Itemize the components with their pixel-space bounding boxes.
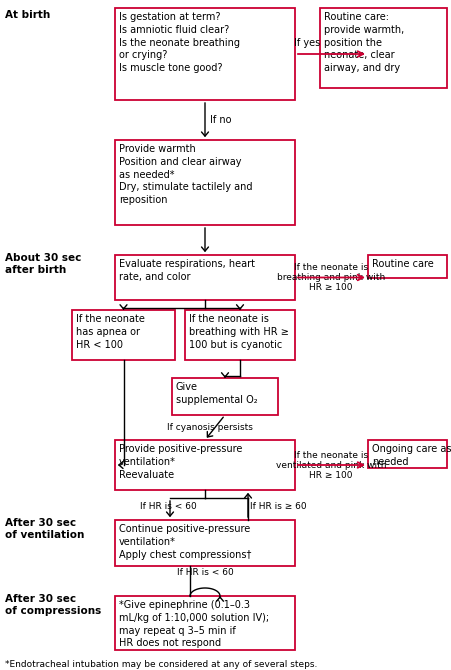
Text: If the neonate is: If the neonate is [294,451,368,460]
Text: Continue positive-pressure
ventilation*
Apply chest compressions†: Continue positive-pressure ventilation* … [119,524,251,559]
Text: ventilated and pink with: ventilated and pink with [276,461,386,470]
Bar [368,440,447,468]
Text: At birth: At birth [5,10,50,20]
Bar [368,255,447,278]
Text: HR ≥ 100: HR ≥ 100 [309,283,353,293]
Bar [115,440,295,490]
Text: About 30 sec
after birth: About 30 sec after birth [5,253,81,275]
Text: breathing and pink with: breathing and pink with [277,273,385,283]
Text: Evaluate respirations, heart
rate, and color: Evaluate respirations, heart rate, and c… [119,259,255,282]
Bar [72,310,175,360]
Text: After 30 sec
of compressions: After 30 sec of compressions [5,594,101,616]
Text: If cyanosis persists: If cyanosis persists [167,423,253,433]
Text: *Give epinephrine (0.1–0.3
mL/kg of 1:10,000 solution IV);
may repeat q 3–5 min : *Give epinephrine (0.1–0.3 mL/kg of 1:10… [119,600,269,649]
Text: Ongoing care as
needed: Ongoing care as needed [372,444,451,467]
Bar [115,8,295,100]
Text: If HR is < 60: If HR is < 60 [140,502,196,511]
Text: If HR is < 60: If HR is < 60 [177,568,233,577]
Bar [320,8,447,88]
Text: Is gestation at term?
Is amniotic fluid clear?
Is the neonate breathing
or cryin: Is gestation at term? Is amniotic fluid … [119,12,240,73]
Bar [185,310,295,360]
Text: Provide positive-pressure
ventilation*
Reevaluate: Provide positive-pressure ventilation* R… [119,444,242,480]
Bar [172,378,278,415]
Text: Provide warmth
Position and clear airway
as needed*
Dry, stimulate tactilely and: Provide warmth Position and clear airway… [119,144,253,205]
Text: Routine care: Routine care [372,259,434,269]
Text: If yes: If yes [294,38,320,48]
Text: If HR is ≥ 60: If HR is ≥ 60 [250,502,307,511]
Text: If no: If no [210,115,231,125]
Bar [115,520,295,566]
Text: *Endotracheal intubation may be considered at any of several steps.: *Endotracheal intubation may be consider… [5,660,318,669]
Text: If the neonate
has apnea or
HR < 100: If the neonate has apnea or HR < 100 [76,314,145,350]
Bar [115,596,295,650]
Bar [115,255,295,300]
Text: If the neonate is
breathing with HR ≥
100 but is cyanotic: If the neonate is breathing with HR ≥ 10… [189,314,289,350]
Text: If the neonate is: If the neonate is [294,263,368,273]
Text: Routine care:
provide warmth,
position the
neonate, clear
airway, and dry: Routine care: provide warmth, position t… [324,12,404,73]
Text: After 30 sec
of ventilation: After 30 sec of ventilation [5,518,84,541]
Text: HR ≥ 100: HR ≥ 100 [309,471,353,480]
Bar [115,140,295,225]
Text: Give
supplemental O₂: Give supplemental O₂ [176,382,258,405]
